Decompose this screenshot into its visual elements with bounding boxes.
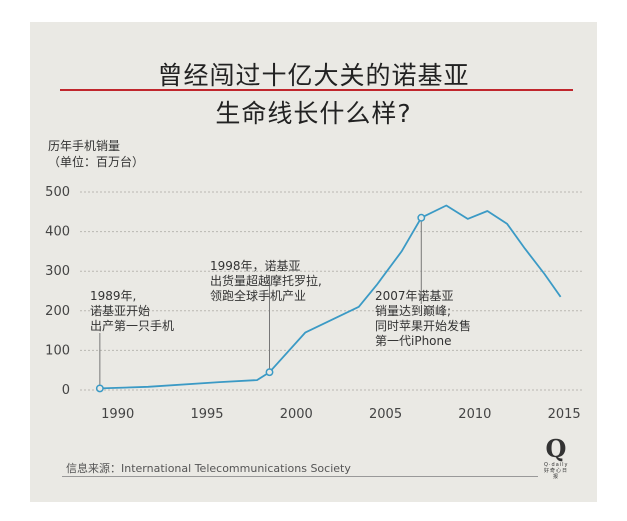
- y-tick-label: 0: [62, 383, 70, 398]
- y-tick-label: 100: [45, 343, 70, 358]
- x-tick-label: 2015: [548, 407, 581, 422]
- y-tick-label: 300: [45, 264, 70, 279]
- logo-letter: Q: [545, 434, 567, 463]
- x-tick-label: 2010: [458, 407, 491, 422]
- annotation-line: 出产第一只手机: [90, 319, 175, 333]
- annotation-line: 出货量超越摩托罗拉,: [210, 274, 322, 288]
- annotation-line: 诺基亚开始: [90, 304, 151, 318]
- x-tick-label: 2005: [369, 407, 402, 422]
- chart-card: [30, 22, 597, 502]
- qdaily-logo: Q Q·daily 好奇心日报: [544, 434, 569, 481]
- annotation-2007: 2007年诺基亚 销量达到巅峰; 同时苹果开始发售 第一代iPhone: [375, 289, 471, 349]
- annotation-line: 第一代iPhone: [375, 334, 452, 348]
- x-tick-label: 1995: [190, 407, 223, 422]
- data-point-marker: [265, 368, 274, 377]
- annotation-line: 1998年，诺基亚: [210, 259, 301, 273]
- annotation-1989: 1989年, 诺基亚开始 出产第一只手机: [90, 289, 174, 334]
- annotation-line: 1989年,: [90, 289, 137, 303]
- annotation-line: 2007年诺基亚: [375, 289, 454, 303]
- annotation-line: 销量达到巅峰;: [375, 304, 452, 318]
- data-point-marker: [95, 384, 104, 393]
- title-divider: [60, 89, 573, 91]
- y-axis-unit: （单位：百万台）: [48, 155, 145, 169]
- x-tick-label: 1990: [101, 407, 134, 422]
- x-tick-label: 2000: [280, 407, 313, 422]
- logo-subtext-cn: 好奇心日报: [544, 468, 569, 480]
- annotation-line: 同时苹果开始发售: [375, 319, 472, 333]
- annotation-line: 领跑全球手机产业: [210, 289, 307, 303]
- source-note: 信息来源：International Telecommunications So…: [66, 462, 351, 475]
- y-tick-label: 500: [45, 185, 70, 200]
- source-underline: [62, 476, 538, 477]
- logo-subtext: Q·daily: [544, 462, 569, 468]
- chart-title-line-1: 曾经闯过十亿大关的诺基亚: [157, 61, 470, 90]
- series-line: [99, 204, 562, 390]
- data-point-marker: [417, 213, 426, 222]
- annotation-1998: 1998年，诺基亚 出货量超越摩托罗拉, 领跑全球手机产业: [210, 259, 322, 304]
- y-tick-label: 400: [45, 225, 70, 240]
- y-tick-label: 200: [45, 304, 70, 319]
- chart-title-line-2: 生命线长什么样?: [215, 99, 412, 128]
- y-axis-title: 历年手机销量: [48, 139, 121, 153]
